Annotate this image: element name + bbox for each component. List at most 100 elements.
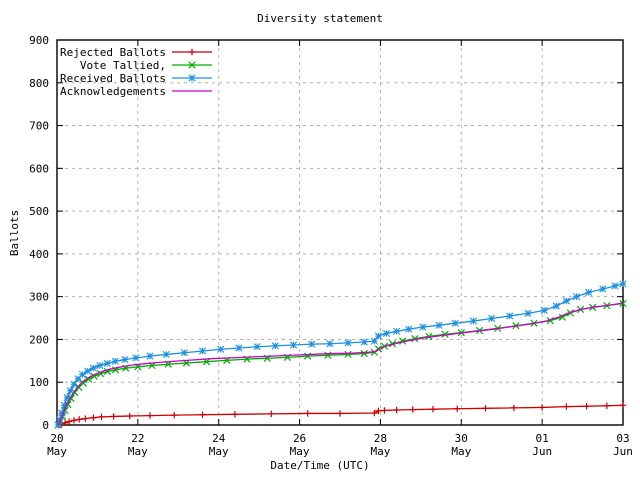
x-tick-label-day: 20 — [50, 432, 63, 445]
marker-plus — [563, 403, 570, 410]
marker-star — [63, 394, 71, 402]
marker-star — [599, 285, 607, 293]
marker-star — [96, 361, 104, 370]
legend-label-1: Vote Tallied, — [80, 59, 166, 72]
marker-star — [488, 314, 496, 323]
marker-star — [435, 321, 443, 329]
marker-star — [344, 339, 352, 347]
marker-star — [308, 340, 316, 348]
y-tick-label: 200 — [29, 333, 49, 346]
marker-plus — [70, 417, 78, 424]
legend-label-0: Rejected Ballots — [60, 46, 166, 59]
marker-star — [524, 309, 532, 317]
x-axis-label: Date/Time (UTC) — [270, 459, 369, 472]
marker-star — [74, 375, 82, 383]
marker-star — [121, 355, 129, 364]
marker-plus — [583, 402, 590, 410]
marker-star — [326, 340, 334, 348]
marker-star — [66, 387, 74, 395]
marker-plus — [482, 405, 489, 412]
series-acknowledgements — [57, 302, 624, 426]
marker-plus — [171, 411, 178, 419]
marker-cross — [411, 334, 419, 343]
marker-cross — [388, 340, 397, 348]
marker-star — [188, 74, 196, 82]
marker-star — [58, 409, 66, 417]
marker-star — [180, 349, 188, 357]
marker-star — [506, 312, 514, 320]
y-tick-label: 500 — [29, 205, 49, 218]
marker-star — [585, 288, 593, 296]
marker-star — [78, 370, 87, 379]
y-tick-label: 0 — [42, 419, 49, 432]
x-tick-label-month: May — [128, 445, 148, 458]
marker-plus — [304, 410, 311, 417]
series-rejected-ballots — [55, 402, 627, 429]
marker-plus — [538, 404, 546, 411]
x-tick-label-day: 30 — [455, 432, 468, 445]
marker-plus — [603, 402, 611, 409]
marker-star — [56, 416, 64, 424]
marker-star — [370, 337, 378, 345]
marker-star — [111, 357, 119, 365]
x-tick-label-day: 28 — [374, 432, 387, 445]
x-tick-label-month: May — [290, 445, 310, 458]
marker-cross — [79, 379, 87, 387]
marker-plus — [65, 418, 73, 425]
x-tick-label-day: 22 — [131, 432, 144, 445]
marker-plus — [381, 407, 388, 414]
marker-star — [552, 302, 560, 310]
marker-star — [619, 280, 627, 288]
marker-star — [374, 332, 382, 340]
marker-star — [382, 329, 391, 338]
marker-star — [103, 359, 111, 367]
marker-plus — [110, 413, 117, 420]
marker-cross — [360, 349, 368, 358]
x-tick-label-month: May — [47, 445, 67, 458]
marker-star — [289, 341, 298, 349]
marker-plus — [336, 410, 344, 417]
x-tick-label-day: 26 — [293, 432, 306, 445]
marker-cross — [441, 330, 449, 338]
marker-plus — [268, 410, 275, 418]
marker-star — [84, 367, 92, 375]
marker-cross — [188, 61, 196, 69]
marker-plus — [454, 405, 461, 412]
marker-plus — [76, 416, 83, 423]
marker-plus — [231, 411, 239, 418]
marker-plus — [146, 412, 154, 419]
marker-star — [540, 306, 548, 314]
marker-star — [253, 343, 261, 351]
marker-star — [393, 327, 401, 335]
marker-star — [451, 319, 459, 327]
plot-frame — [56, 39, 624, 426]
marker-star — [469, 317, 478, 325]
x-tick-label-day: 03 — [616, 432, 629, 445]
marker-star — [60, 401, 68, 409]
marker-plus — [98, 413, 105, 421]
x-tick-label-month: Jun — [613, 445, 633, 458]
marker-plus — [371, 409, 378, 417]
series-line — [57, 302, 624, 426]
marker-star — [198, 347, 207, 355]
y-tick-label: 400 — [29, 248, 49, 261]
marker-star — [611, 282, 619, 290]
marker-plus — [393, 406, 400, 414]
y-tick-label: 100 — [29, 376, 49, 389]
marker-plus — [90, 414, 97, 421]
y-axis-label: Ballots — [8, 210, 21, 256]
marker-plus — [188, 48, 196, 56]
marker-star — [146, 352, 154, 360]
marker-star — [217, 345, 225, 353]
marker-star — [271, 342, 279, 350]
gridlines: 010020030040050060070080090020May22May24… — [29, 34, 633, 458]
x-tick-label-day: 01 — [536, 432, 549, 445]
series-line — [58, 404, 624, 426]
y-tick-label: 300 — [29, 291, 49, 304]
marker-plus — [409, 406, 416, 413]
marker-plus — [619, 402, 627, 409]
marker-cross — [399, 337, 407, 345]
